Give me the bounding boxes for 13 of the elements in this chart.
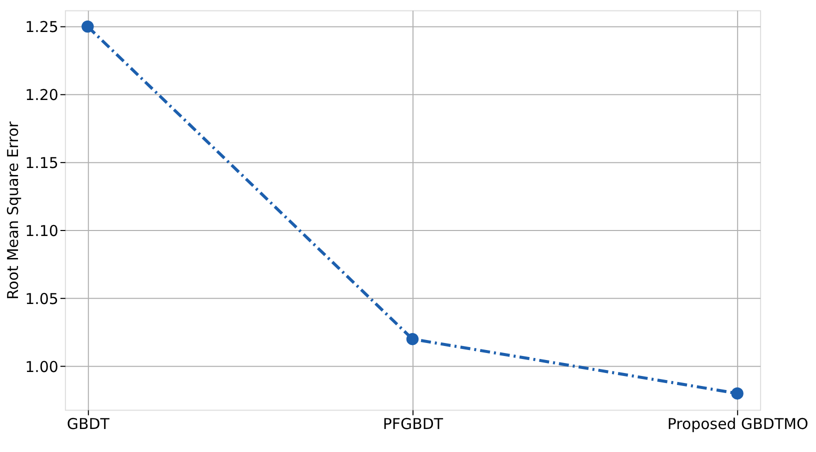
- y-tick-label: 1.00: [25, 358, 58, 376]
- x-tick-label: GBDT: [66, 415, 110, 434]
- point: [82, 20, 94, 33]
- y-tick-label: 1.05: [25, 290, 58, 308]
- x-tick-label: Proposed GBDTMO: [667, 415, 808, 434]
- y-tick-label: 1.20: [25, 86, 58, 104]
- y-tick-label: 1.15: [25, 154, 58, 172]
- y-tick-label: 1.10: [25, 222, 58, 240]
- y-tick-label: 1.25: [25, 18, 58, 36]
- y-axis-title: Root Mean Square Error: [4, 120, 22, 300]
- point: [406, 333, 419, 346]
- point: [731, 387, 744, 400]
- x-tick-label: PFGBDT: [382, 415, 444, 434]
